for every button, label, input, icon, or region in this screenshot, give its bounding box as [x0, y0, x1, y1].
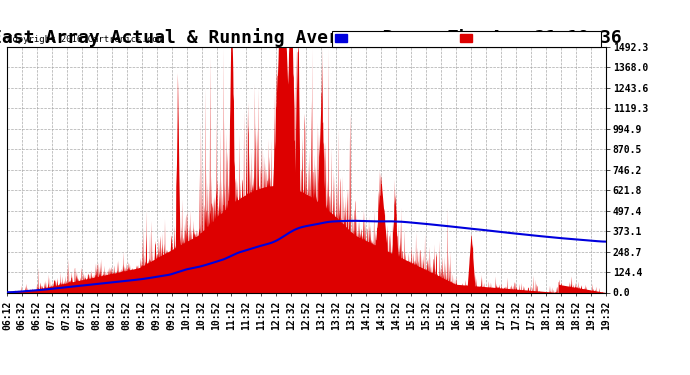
Text: Copyright 2016 Cartronics.com: Copyright 2016 Cartronics.com: [7, 35, 163, 44]
Legend: Average (DC Watts), East Array (DC Watts): Average (DC Watts), East Array (DC Watts…: [332, 31, 601, 47]
Title: East Array Actual & Running Average Power Thu Apr 21 19:36: East Array Actual & Running Average Powe…: [0, 28, 622, 47]
